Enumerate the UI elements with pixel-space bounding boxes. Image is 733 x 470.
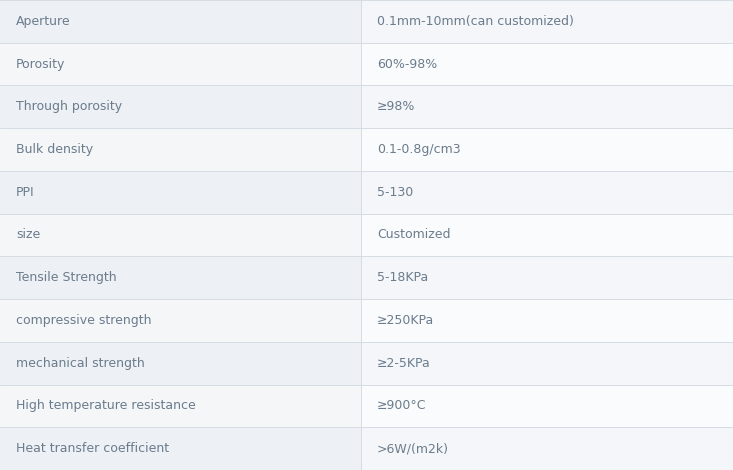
Bar — [0, 0, 361, 43]
Text: ≥250KPa: ≥250KPa — [377, 314, 434, 327]
Bar — [0, 299, 361, 342]
Text: 0.1-0.8g/cm3: 0.1-0.8g/cm3 — [377, 143, 460, 156]
Text: PPI: PPI — [16, 186, 34, 199]
Text: size: size — [16, 228, 40, 242]
Text: Aperture: Aperture — [16, 15, 71, 28]
Bar — [361, 171, 733, 214]
Text: 0.1mm-10mm(can customized): 0.1mm-10mm(can customized) — [377, 15, 574, 28]
Bar — [0, 384, 361, 427]
Text: ≥98%: ≥98% — [377, 100, 415, 113]
Text: Through porosity: Through porosity — [16, 100, 122, 113]
Bar — [361, 256, 733, 299]
Bar — [0, 171, 361, 214]
Bar — [0, 214, 361, 256]
Text: Porosity: Porosity — [16, 58, 65, 70]
Text: Customized: Customized — [377, 228, 450, 242]
Bar — [361, 384, 733, 427]
Bar — [361, 299, 733, 342]
Bar — [361, 0, 733, 43]
Bar — [361, 427, 733, 470]
Bar — [0, 43, 361, 86]
Bar — [361, 214, 733, 256]
Text: mechanical strength: mechanical strength — [16, 357, 145, 370]
Text: Tensile Strength: Tensile Strength — [16, 271, 117, 284]
Text: Heat transfer coefficient: Heat transfer coefficient — [16, 442, 169, 455]
Bar — [361, 128, 733, 171]
Bar — [361, 86, 733, 128]
Bar — [0, 128, 361, 171]
Bar — [0, 86, 361, 128]
Bar — [0, 342, 361, 384]
Text: compressive strength: compressive strength — [16, 314, 152, 327]
Text: >6W/(m2k): >6W/(m2k) — [377, 442, 449, 455]
Text: Bulk density: Bulk density — [16, 143, 93, 156]
Text: ≥2-5KPa: ≥2-5KPa — [377, 357, 430, 370]
Bar — [0, 427, 361, 470]
Bar — [361, 43, 733, 86]
Text: ≥900°C: ≥900°C — [377, 400, 427, 412]
Text: 5-18KPa: 5-18KPa — [377, 271, 428, 284]
Bar — [361, 342, 733, 384]
Text: 60%-98%: 60%-98% — [377, 58, 437, 70]
Text: 5-130: 5-130 — [377, 186, 413, 199]
Text: High temperature resistance: High temperature resistance — [16, 400, 196, 412]
Bar — [0, 256, 361, 299]
